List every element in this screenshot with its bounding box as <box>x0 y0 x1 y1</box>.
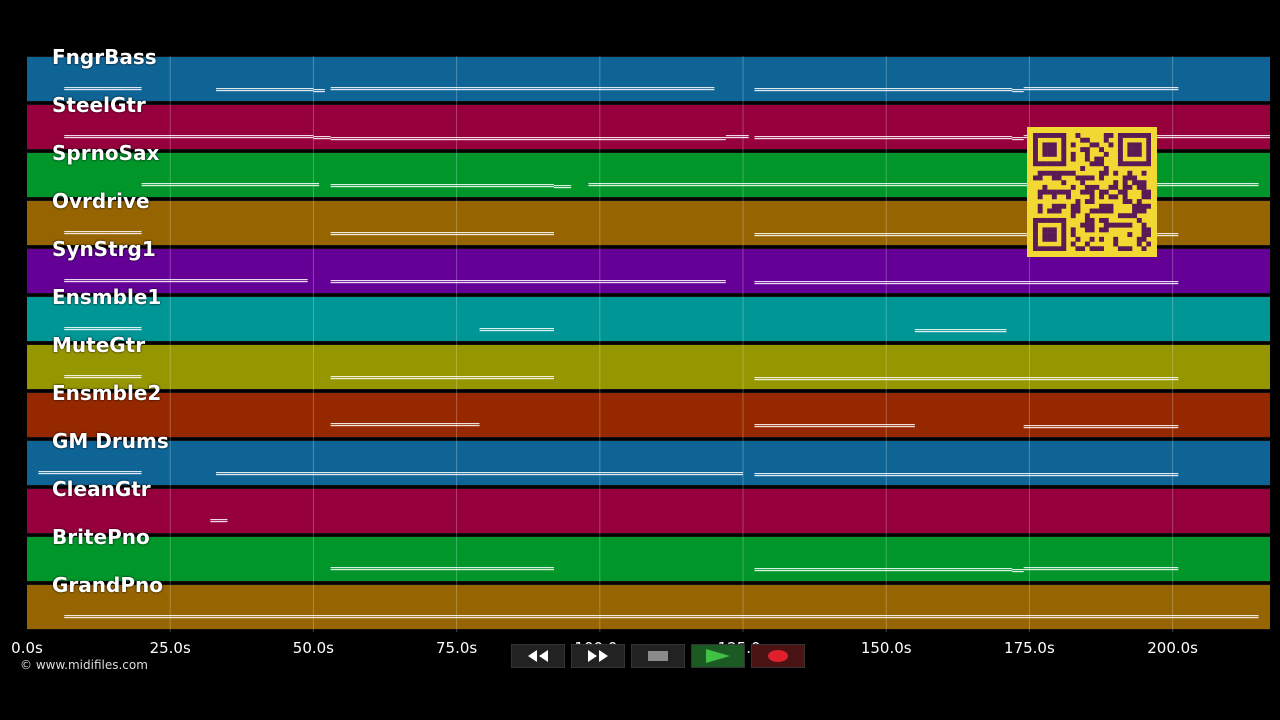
qr-code-image <box>1033 133 1152 252</box>
time-tick: 200.0s <box>1147 639 1198 657</box>
track-cleangtr[interactable]: CleanGtr <box>27 477 1270 534</box>
copyright-text: © www.midifiles.com <box>20 658 148 672</box>
note-segment <box>754 233 1179 237</box>
track-mutegtr[interactable]: MuteGtr <box>27 333 1270 390</box>
stop-icon <box>648 651 668 661</box>
track-label: SynStrg1 <box>52 237 156 261</box>
time-tick: 0.0s <box>11 639 43 657</box>
note-segment <box>1012 89 1024 93</box>
note-segment <box>754 377 1179 381</box>
note-segment <box>330 423 480 427</box>
note-segment <box>1012 137 1024 141</box>
record-button[interactable] <box>751 644 805 668</box>
note-segment <box>330 567 554 571</box>
track-label: SprnoSax <box>52 141 160 165</box>
track-label: GM Drums <box>52 429 169 453</box>
play-icon <box>706 649 730 663</box>
note-segment <box>588 183 1259 187</box>
rewind-icon <box>528 650 548 662</box>
note-segment <box>216 472 744 476</box>
note-segment <box>914 329 1007 333</box>
note-segment <box>64 375 142 379</box>
note-segment <box>1023 567 1179 571</box>
track-label: SteelGtr <box>52 93 146 117</box>
note-segment <box>330 137 726 141</box>
note-segment <box>754 473 1179 477</box>
track-label: FngrBass <box>52 45 157 69</box>
note-segment <box>754 88 1013 92</box>
note-segment <box>553 185 572 189</box>
note-segment <box>216 88 314 92</box>
note-segment <box>64 327 142 331</box>
note-segment <box>330 280 726 284</box>
note-segment <box>38 471 142 475</box>
play-button[interactable] <box>691 644 745 668</box>
record-icon <box>768 650 788 662</box>
note-layer <box>38 87 1270 619</box>
time-tick: 150.0s <box>860 639 912 657</box>
note-segment <box>330 376 554 380</box>
track-label: GrandPno <box>52 573 163 597</box>
track-label: Ovrdrive <box>52 189 150 213</box>
note-segment <box>141 183 320 187</box>
note-segment <box>1012 569 1024 573</box>
fast-forward-button[interactable] <box>571 644 625 668</box>
track-ensmble2[interactable]: Ensmble2 <box>27 381 1270 438</box>
note-segment <box>1023 87 1179 91</box>
note-segment <box>313 89 325 93</box>
note-segment <box>64 231 142 235</box>
note-segment <box>754 281 1179 285</box>
rewind-button[interactable] <box>511 644 565 668</box>
fast-forward-icon <box>588 650 608 662</box>
note-segment <box>754 424 915 428</box>
track-label: MuteGtr <box>52 333 146 357</box>
note-segment <box>64 87 142 91</box>
track-label: Ensmble2 <box>52 381 162 405</box>
track-gm-drums[interactable]: GM Drums <box>27 429 1270 486</box>
track-label: CleanGtr <box>52 477 151 501</box>
time-tick: 25.0s <box>149 639 191 657</box>
track-fngrbass[interactable]: FngrBass <box>27 45 1270 102</box>
transport-controls <box>511 644 805 668</box>
time-tick: 75.0s <box>435 639 478 657</box>
note-segment <box>64 615 1259 619</box>
track-ensmble1[interactable]: Ensmble1 <box>27 285 1270 342</box>
qr-code[interactable] <box>1027 127 1157 257</box>
note-segment <box>64 135 314 139</box>
time-tick: 175.0s <box>1004 639 1055 657</box>
note-segment <box>330 184 554 188</box>
note-segment <box>479 328 554 332</box>
note-segment <box>210 519 228 523</box>
track-britepno[interactable]: BritePno <box>27 525 1270 582</box>
note-segment <box>330 232 554 236</box>
track-label: Ensmble1 <box>52 285 162 309</box>
note-segment <box>725 135 749 139</box>
note-segment <box>313 136 331 140</box>
note-segment <box>754 568 1013 572</box>
note-segment <box>754 136 1013 140</box>
time-tick: 50.0s <box>292 639 334 657</box>
note-segment <box>330 87 715 91</box>
track-label: BritePno <box>52 525 150 549</box>
note-segment <box>1023 425 1179 429</box>
stop-button[interactable] <box>631 644 685 668</box>
track-grandpno[interactable]: GrandPno <box>27 573 1270 630</box>
note-segment <box>64 279 308 283</box>
